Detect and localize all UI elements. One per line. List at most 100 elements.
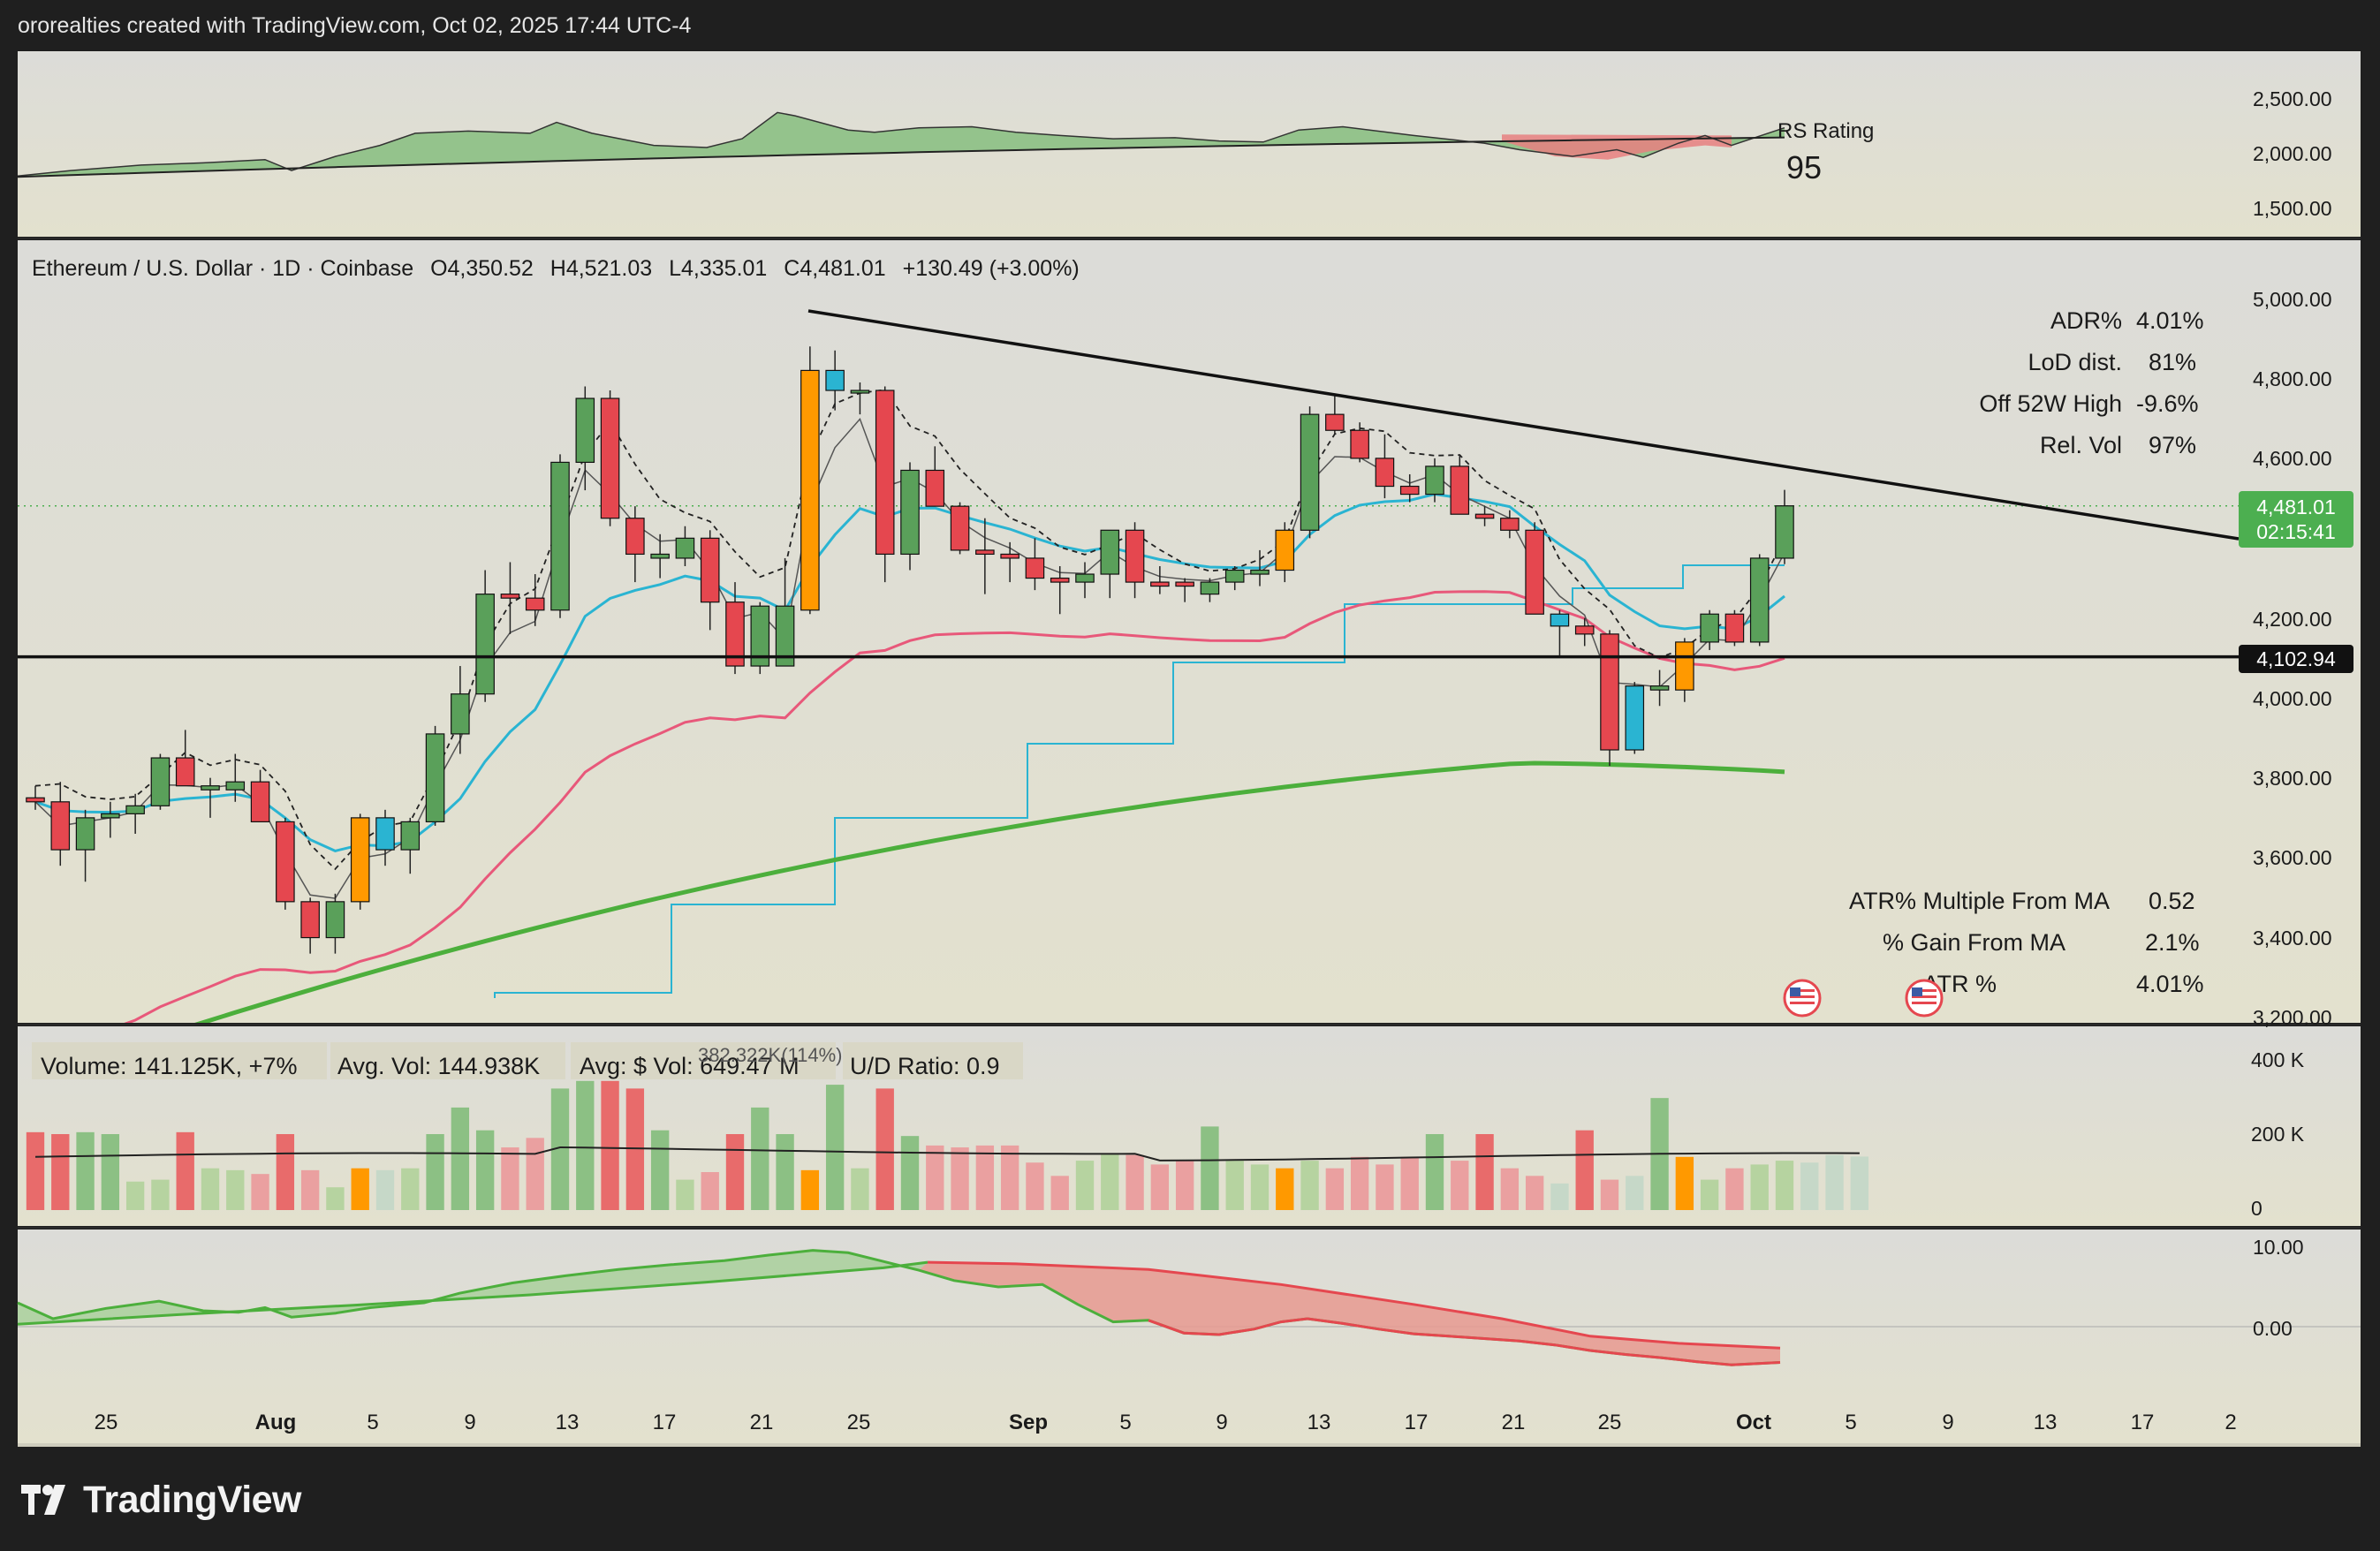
rs-fill — [18, 112, 1785, 178]
candle-body — [1525, 529, 1544, 615]
tradingview-logo-text: TradingView — [83, 1478, 302, 1521]
candle-body — [451, 693, 470, 735]
candle-body — [825, 369, 845, 391]
candle-body — [50, 801, 71, 851]
x-axis: 25 Aug 5 9 13 17 21 25 Sep 5 9 13 17 21 25 Oct 5 9 13 17 2 — [95, 1411, 2237, 1434]
volume-bar — [26, 1131, 45, 1210]
candle-body — [950, 505, 970, 551]
candle-body — [26, 797, 45, 803]
candle-body — [1350, 429, 1369, 459]
volume-bar — [625, 1088, 645, 1210]
volume-bar — [151, 1179, 170, 1210]
volume-bar — [1026, 1162, 1044, 1210]
candle-body — [1325, 413, 1345, 431]
volume-bar — [1700, 1179, 1719, 1210]
x-axis-label: 2 — [2225, 1411, 2236, 1434]
price-tick: 4,800.00 — [2253, 367, 2332, 390]
candle-body — [750, 605, 770, 667]
x-axis-label: 13 — [556, 1411, 580, 1434]
volume-bar — [300, 1169, 320, 1210]
candle-body — [1474, 513, 1495, 519]
osc-tick: 0.00 — [2253, 1317, 2293, 1340]
candle-body — [575, 397, 595, 464]
candle-body — [1450, 465, 1470, 515]
price-tick: 4,000.00 — [2253, 687, 2332, 710]
x-axis-label: Aug — [255, 1411, 297, 1434]
candle-body — [475, 594, 495, 695]
volume-bar — [226, 1169, 245, 1210]
x-axis-label: 21 — [750, 1411, 774, 1434]
osc-fill-negative — [919, 1262, 1780, 1366]
oscillator-pane — [17, 1249, 2361, 1366]
rs-tick: 2,000.00 — [2253, 142, 2332, 165]
volume-bar — [1376, 1164, 1394, 1210]
candle-body — [1025, 557, 1045, 579]
volume-bar — [1126, 1154, 1144, 1210]
stat-off52w-label: Off 52W High — [1979, 390, 2122, 417]
candle-body — [1150, 581, 1170, 587]
stat-atr-multiple-value: 0.52 — [2149, 888, 2195, 914]
x-axis-label: 25 — [95, 1411, 118, 1434]
volume-overlay-text: 382.322K(114%) — [698, 1044, 843, 1066]
open-value: O4,350.52 — [430, 256, 534, 281]
x-axis-label: 21 — [1502, 1411, 1526, 1434]
step-line — [494, 564, 1785, 998]
volume-bar — [875, 1088, 894, 1210]
volume-bar — [851, 1168, 869, 1210]
candle-body — [800, 369, 820, 611]
volume-bar — [201, 1168, 220, 1210]
volume-bar — [1600, 1179, 1619, 1210]
candle-body — [375, 817, 395, 851]
tradingview-logo[interactable]: TradingView — [21, 1473, 302, 1526]
volume-pane — [26, 1080, 1869, 1210]
volume-bar — [1775, 1161, 1794, 1210]
volume-bar — [76, 1131, 95, 1210]
price-pane — [18, 309, 2240, 1023]
volume-bar — [251, 1174, 269, 1210]
volume-bar — [1800, 1162, 1819, 1210]
candle-body — [900, 469, 920, 556]
candle-body — [1425, 465, 1444, 496]
candle-body — [300, 901, 320, 939]
us-flag-icon[interactable] — [1905, 979, 1944, 1018]
candle-body — [1625, 685, 1645, 751]
x-axis-label: 9 — [464, 1411, 475, 1434]
volume-bar — [1626, 1176, 1644, 1210]
candle-body — [1300, 413, 1320, 531]
volume-bar — [825, 1085, 845, 1210]
stat-adr-label: ADR% — [2050, 307, 2122, 334]
candle-body — [875, 390, 895, 556]
candle-body — [350, 817, 370, 903]
volume-bar — [1825, 1154, 1844, 1210]
stat-atr-multiple-label: ATR% Multiple From MA — [1849, 888, 2110, 914]
osc-signal-line-up — [17, 1260, 929, 1326]
osc-fill-positive — [18, 1250, 928, 1325]
volume-bar — [676, 1179, 694, 1210]
x-axis-label: Sep — [1009, 1411, 1048, 1434]
x-axis-label: 9 — [1216, 1411, 1227, 1434]
countdown-text: 02:15:41 — [2256, 520, 2336, 543]
tradingview-logo-icon — [21, 1485, 65, 1515]
candle-body — [225, 781, 246, 791]
candle-body — [525, 597, 545, 611]
stat-adr-value: 4.01% — [2136, 307, 2204, 334]
volume-bar — [576, 1080, 595, 1210]
candle-body — [850, 390, 870, 394]
volume-bar — [601, 1080, 619, 1210]
candle-body — [125, 805, 145, 814]
volume-bar — [501, 1147, 519, 1210]
candle-body — [1000, 553, 1019, 559]
candle-body — [1724, 613, 1745, 643]
volume-bar — [1850, 1156, 1869, 1210]
volume-bar — [1276, 1168, 1294, 1210]
volume-bar — [1201, 1126, 1219, 1210]
us-flag-icon[interactable] — [1783, 979, 1822, 1018]
candle-body — [1700, 613, 1719, 643]
osc-signal-line-down — [927, 1260, 1781, 1350]
stat-relvol-value: 97% — [2149, 432, 2196, 458]
candle-body — [1125, 529, 1145, 583]
rs-ma-line — [17, 136, 1785, 178]
volume-bar — [1101, 1153, 1119, 1210]
symbol-line: Ethereum / U.S. Dollar · 1D · Coinbase O… — [32, 256, 1080, 281]
